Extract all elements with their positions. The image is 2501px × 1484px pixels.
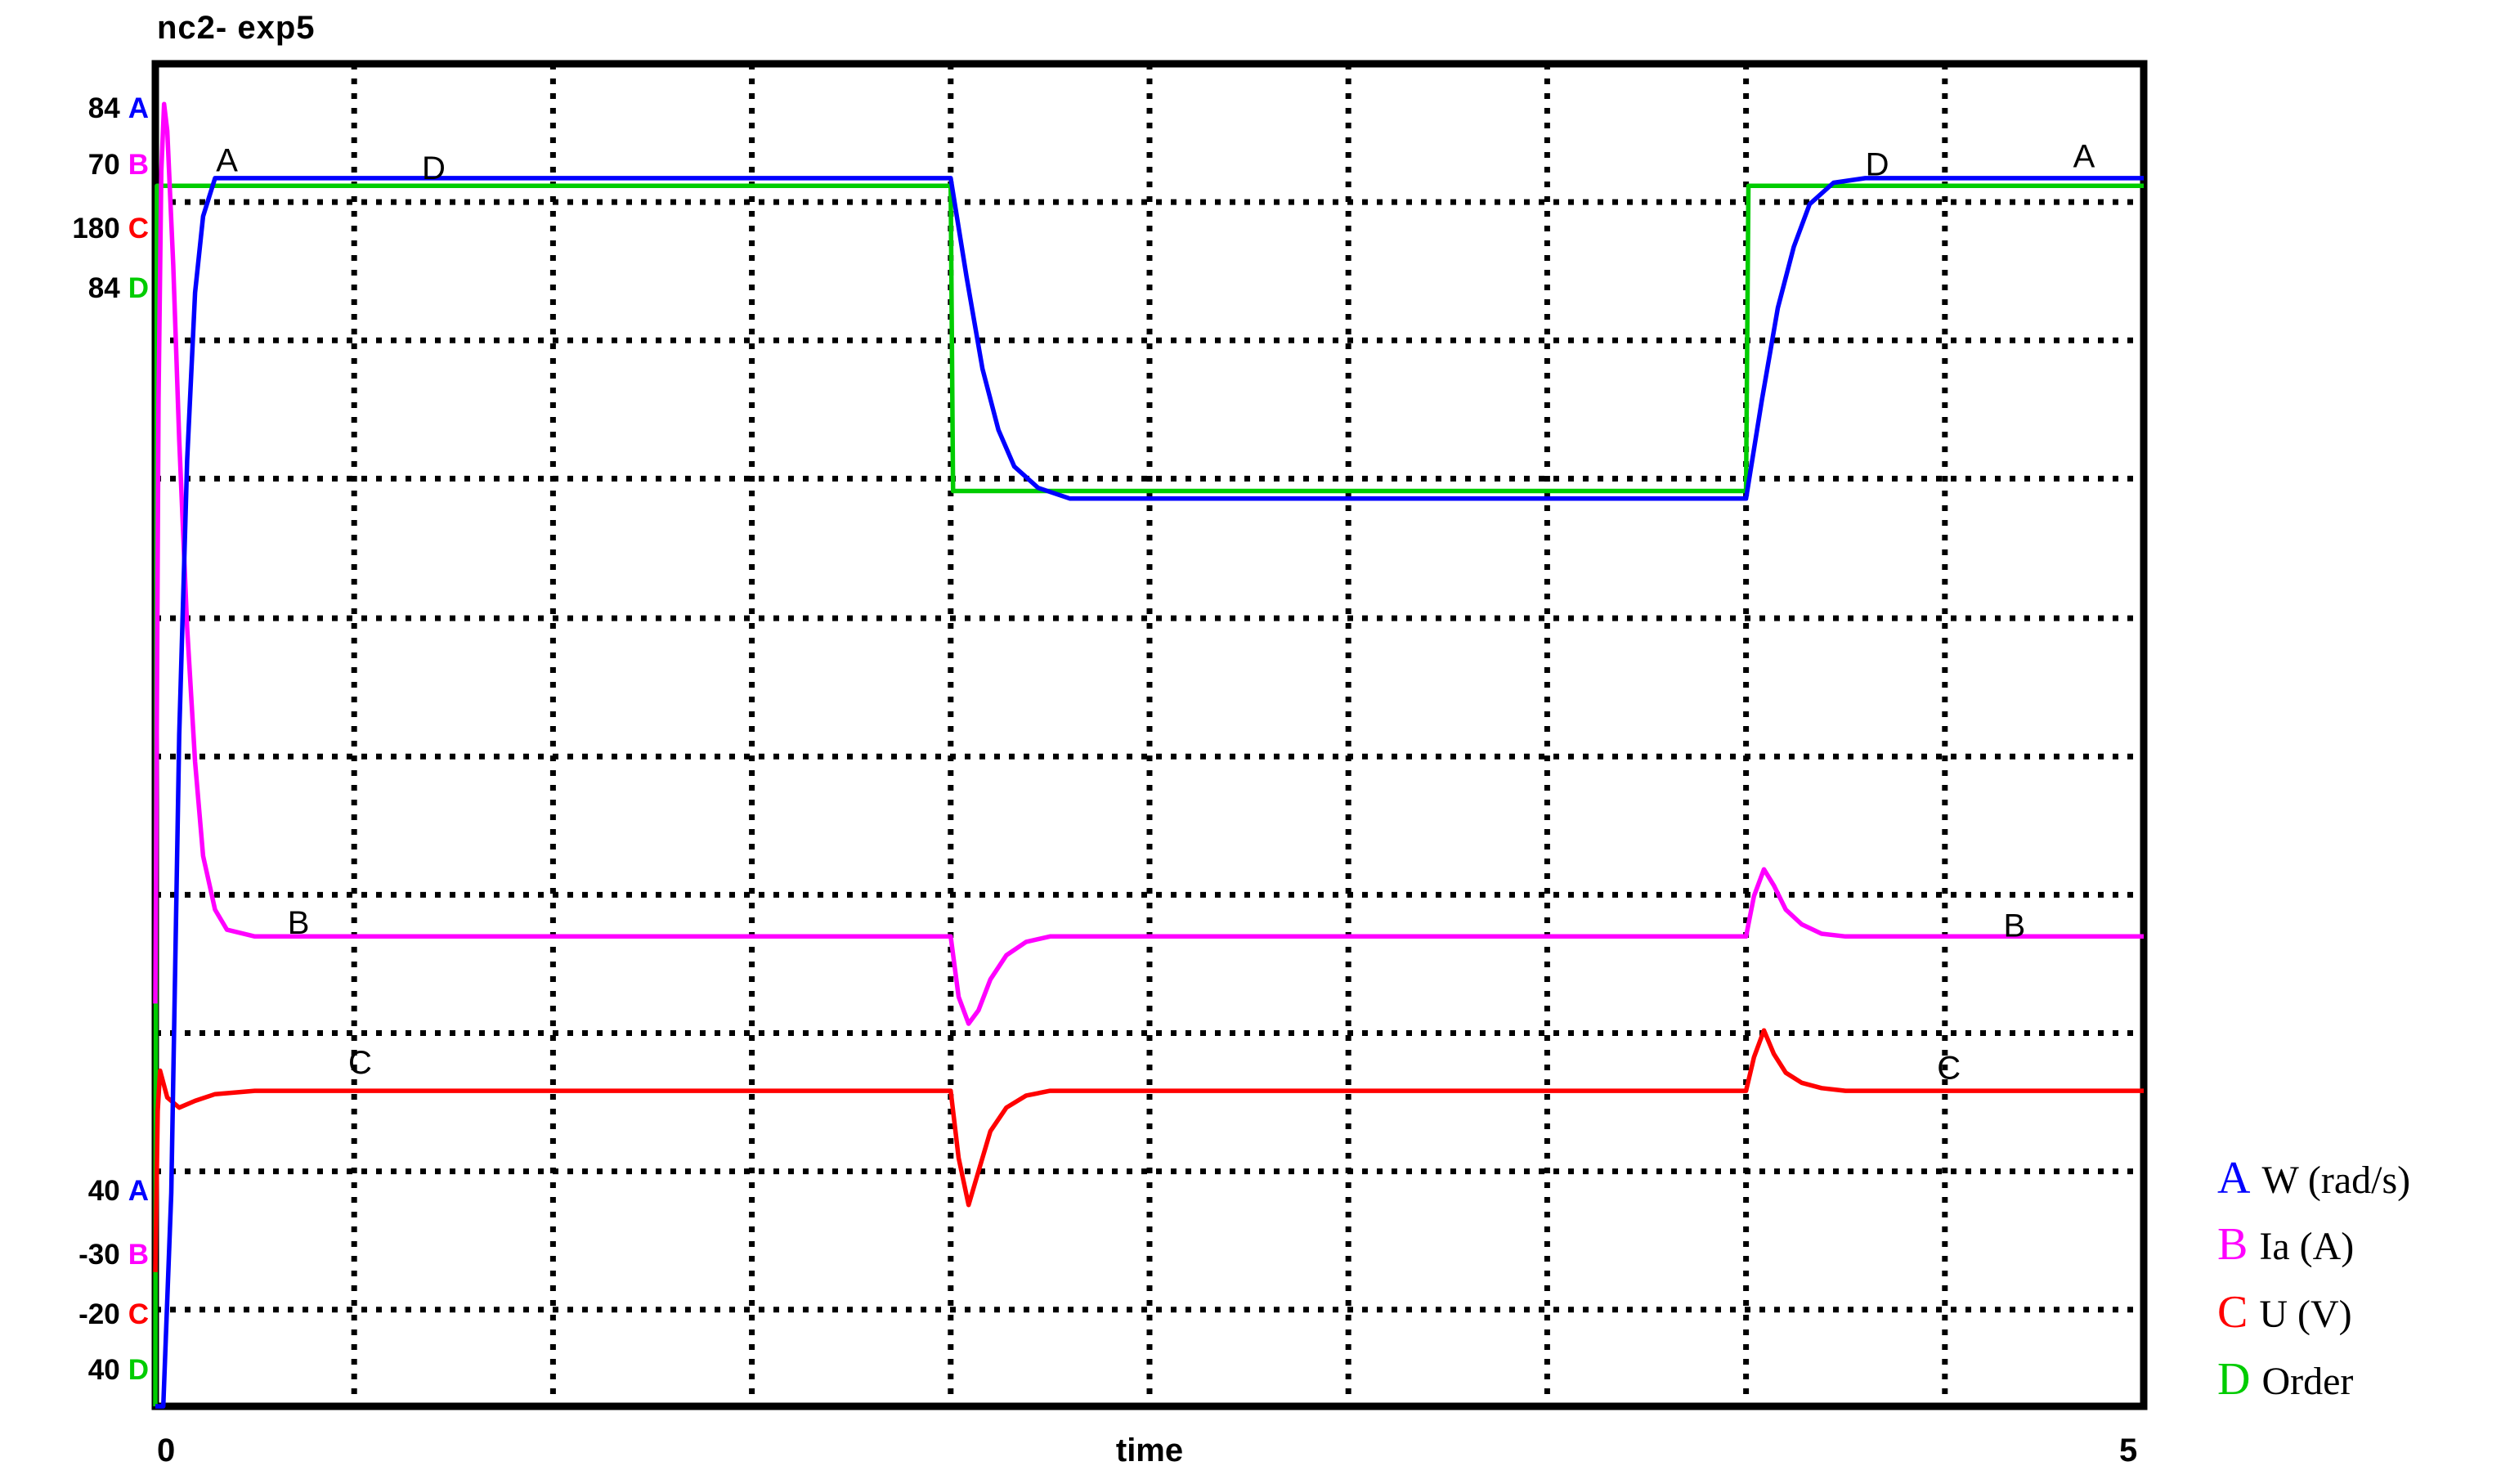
curve-label-C: C <box>348 1045 372 1081</box>
axis-channel-letter: C <box>128 213 149 244</box>
series-B-line <box>153 101 2144 1026</box>
legend-item-b: B Ia (A) <box>2217 1218 2354 1271</box>
legend-letter: D <box>2217 1354 2251 1405</box>
x-axis-start-tick: 0 <box>157 1432 176 1468</box>
axis-value: 70 <box>87 149 120 181</box>
legend-item-c: C U (V) <box>2217 1286 2352 1338</box>
axis-channel-letter: A <box>128 92 149 124</box>
plot-title: nc2- exp5 <box>157 10 316 46</box>
legend-letter: A <box>2217 1153 2251 1204</box>
axis-value: 84 <box>87 272 120 304</box>
curve-label-C: C <box>1937 1050 1961 1086</box>
legend-item-d: D Order <box>2217 1353 2353 1406</box>
plot-border <box>151 60 2148 1410</box>
legend-item-a: A W (rad/s) <box>2217 1152 2410 1204</box>
axis-channel-letter: D <box>128 1354 149 1386</box>
axis-channel-letter: C <box>128 1298 149 1330</box>
curve-label-A: A <box>216 142 238 178</box>
axis-value: 40 <box>87 1175 120 1207</box>
x-axis-end-tick: 5 <box>2119 1432 2138 1468</box>
legend-label: Ia (A) <box>2259 1225 2355 1268</box>
axis-channel-letter: D <box>128 272 149 304</box>
series-C-line <box>153 1028 2144 1272</box>
y-axis-min-label-c: -20 C <box>0 1298 152 1331</box>
y-axis-max-label-b: 70 B <box>0 149 152 182</box>
curve-label-A: A <box>2073 138 2095 174</box>
axis-value: 40 <box>87 1354 120 1386</box>
legend-label: U (V) <box>2259 1293 2352 1336</box>
series-A-line <box>155 176 2144 1409</box>
legend-label: W (rad/s) <box>2261 1159 2411 1202</box>
legend-letter: B <box>2217 1219 2248 1270</box>
axis-channel-letter: B <box>128 149 149 181</box>
y-axis-max-label-a: 84 A <box>0 92 152 125</box>
series-D-line <box>153 183 2144 1407</box>
axis-value: 180 <box>72 213 120 244</box>
axis-value: -20 <box>78 1298 120 1330</box>
axis-channel-letter: A <box>128 1175 149 1207</box>
axis-channel-letter: B <box>128 1239 149 1271</box>
axis-value: -30 <box>78 1239 120 1271</box>
y-axis-max-label-d: 84 D <box>0 272 152 305</box>
curve-label-D: D <box>422 150 446 186</box>
legend-letter: C <box>2217 1287 2248 1338</box>
y-axis-min-label-a: 40 A <box>0 1175 152 1208</box>
legend-label: Order <box>2261 1360 2354 1403</box>
x-axis-title: time <box>1115 1432 1184 1468</box>
curve-label-B: B <box>288 905 310 941</box>
y-axis-max-label-c: 180 C <box>0 213 152 245</box>
curve-label-B: B <box>2004 908 2026 944</box>
axis-value: 84 <box>87 92 120 124</box>
y-axis-min-label-d: 40 D <box>0 1354 152 1387</box>
y-axis-min-label-b: -30 B <box>0 1239 152 1271</box>
curve-label-D: D <box>1866 146 1889 182</box>
